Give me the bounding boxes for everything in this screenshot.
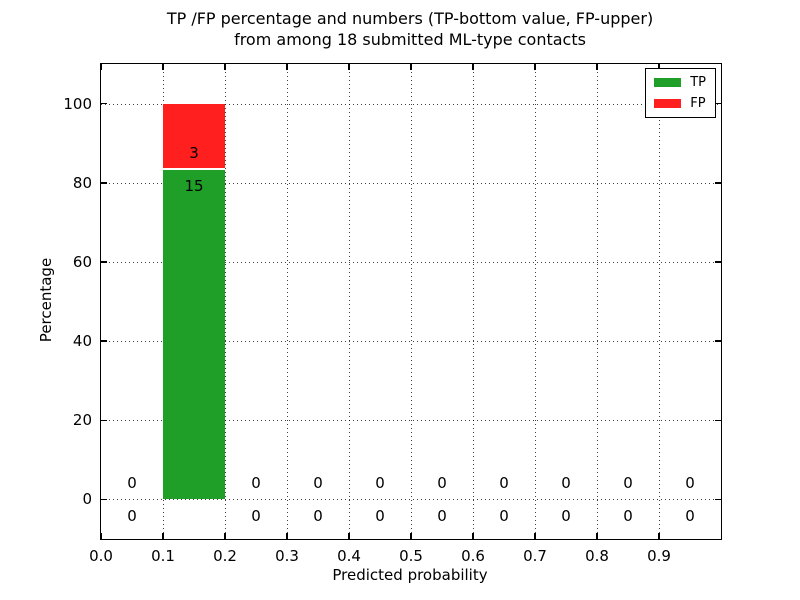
x-axis-top-tick — [162, 64, 164, 70]
x-tick-label: 0.8 — [585, 547, 609, 565]
x-tick-label: 0.0 — [89, 547, 113, 565]
fp-count-label: 0 — [623, 473, 633, 492]
tp-count-label: 0 — [127, 507, 137, 526]
x-axis-top-tick — [348, 64, 350, 70]
x-axis-top-tick — [658, 64, 660, 70]
y-axis-right-tick — [715, 419, 721, 421]
chart-title: TP /FP percentage and numbers (TP-bottom… — [100, 8, 720, 50]
x-tick-label: 0.3 — [275, 547, 299, 565]
fp-count-label: 0 — [499, 473, 509, 492]
x-tick-label: 0.2 — [213, 547, 237, 565]
gridline-vertical — [411, 64, 412, 539]
x-axis-tick — [100, 533, 102, 539]
y-tick-label: 60 — [72, 252, 92, 271]
tp-bar-segment — [163, 169, 225, 500]
x-tick-label: 0.4 — [337, 547, 361, 565]
x-axis-tick — [472, 533, 474, 539]
y-axis-tick — [101, 102, 107, 105]
fp-count-label: 0 — [437, 473, 447, 492]
fp-legend-label: FP — [690, 96, 706, 111]
tp-count-label: 0 — [251, 507, 261, 526]
x-axis-top-tick — [534, 64, 536, 70]
plot-area: TP FP 0 0 3 15 0 0 0 0 0 0 0 0 0 0 0 0 0 0 0 0 0.0 0.1 0.2 0.3 0… — [63, 63, 722, 565]
x-axis-tick — [534, 533, 536, 539]
legend: TP FP — [645, 68, 716, 118]
y-axis-tick — [101, 498, 107, 501]
y-tick-label: 100 — [63, 94, 92, 113]
y-axis-right-tick — [715, 340, 721, 342]
y-axis-tick — [101, 340, 107, 342]
tp-legend-label: TP — [690, 75, 706, 90]
y-axis-right-tick — [715, 102, 721, 105]
tp-count-label: 0 — [375, 507, 385, 526]
x-axis-top-tick — [224, 64, 226, 70]
tp-count-label: 0 — [623, 507, 633, 526]
x-axis-tick — [658, 533, 660, 539]
y-axis-label: Percentage — [37, 257, 55, 343]
tp-count-label: 0 — [499, 507, 509, 526]
y-tick-label: 0 — [82, 490, 92, 509]
tp-count-label: 15 — [184, 177, 204, 196]
x-axis-top-tick — [286, 64, 288, 70]
fp-count-label: 0 — [685, 473, 695, 492]
y-tick-label: 40 — [72, 332, 92, 351]
x-tick-label: 0.7 — [523, 547, 547, 565]
fp-count-label: 3 — [189, 143, 199, 162]
x-axis-tick — [348, 533, 350, 539]
gridline-vertical — [659, 64, 660, 539]
x-tick-label: 0.1 — [151, 547, 175, 565]
x-axis-tick — [162, 533, 164, 539]
x-axis-tick — [410, 533, 412, 539]
chart-title-line1: TP /FP percentage and numbers (TP-bottom… — [166, 9, 654, 28]
fp-count-label: 0 — [375, 473, 385, 492]
x-axis-tick — [596, 533, 598, 539]
x-tick-label: 0.6 — [461, 547, 485, 565]
y-axis-right-tick — [715, 261, 721, 263]
y-tick-label: 20 — [72, 411, 92, 430]
tp-count-label: 0 — [313, 507, 323, 526]
tp-count-label: 0 — [685, 507, 695, 526]
x-tick-label: 0.9 — [647, 547, 671, 565]
gridline-vertical — [349, 64, 350, 539]
fp-count-label: 0 — [251, 473, 261, 492]
fp-count-label: 0 — [313, 473, 323, 492]
x-axis-top-tick — [100, 64, 102, 70]
x-axis-tick — [286, 533, 288, 539]
legend-item-tp: TP — [654, 76, 706, 89]
x-axis-label: Predicted probability — [332, 566, 488, 584]
y-tick-label: 80 — [72, 173, 92, 192]
y-axis-right-tick — [715, 498, 721, 501]
chart-title-line2: from among 18 submitted ML-type contacts — [234, 30, 586, 49]
x-axis-top-tick — [410, 64, 412, 70]
x-axis-top-tick — [472, 64, 474, 70]
fp-legend-swatch — [654, 99, 682, 108]
gridline-vertical — [535, 64, 536, 539]
gridline-vertical — [597, 64, 598, 539]
tp-legend-swatch — [654, 78, 682, 87]
gridline-vertical — [225, 64, 226, 539]
x-axis-top-tick — [596, 64, 598, 70]
y-axis-tick — [101, 182, 107, 184]
legend-item-fp: FP — [654, 97, 706, 110]
fp-count-label: 0 — [561, 473, 571, 492]
tp-count-label: 0 — [561, 507, 571, 526]
tp-count-label: 0 — [437, 507, 447, 526]
y-axis-tick — [101, 261, 107, 263]
fp-count-label: 0 — [127, 473, 137, 492]
fp-bar-segment — [163, 103, 225, 170]
gridline-vertical — [287, 64, 288, 539]
y-axis-tick — [101, 419, 107, 421]
gridline-vertical — [473, 64, 474, 539]
x-axis-tick — [224, 533, 226, 539]
x-tick-label: 0.5 — [399, 547, 423, 565]
y-axis-right-tick — [715, 182, 721, 184]
